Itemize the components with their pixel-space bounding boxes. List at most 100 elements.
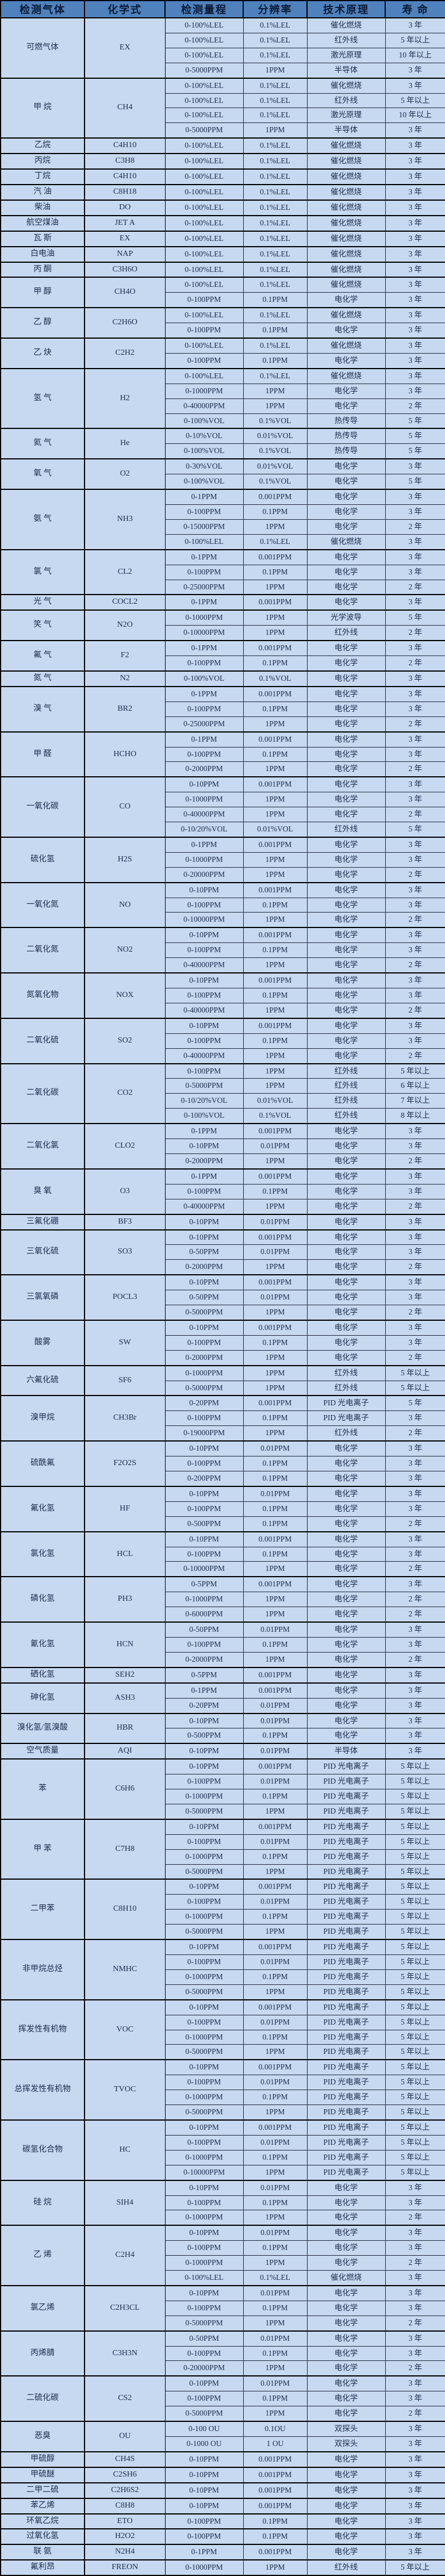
resolution-cell: 1PPM bbox=[243, 579, 308, 595]
range-cell: 0-100PPM bbox=[164, 2240, 244, 2256]
resolution-cell: 0.1PPM bbox=[243, 2345, 308, 2362]
principle-cell: 电化学 bbox=[306, 1456, 386, 1471]
lifespan-cell: 3 年 bbox=[385, 1244, 445, 1260]
principle-cell: 电化学 bbox=[306, 549, 386, 565]
range-cell: 0-5000PPM bbox=[164, 1305, 244, 1321]
range-cell: 0-10PPM bbox=[164, 2284, 244, 2301]
lifespan-cell: 5 年以上 bbox=[385, 2014, 445, 2030]
resolution-cell: 0.001PPM bbox=[243, 1879, 308, 1895]
resolution-cell: 0.001PPM bbox=[243, 1274, 308, 1291]
table-row: 0-20000PPM 1PPM 电化学 2 年 bbox=[1, 867, 445, 883]
lifespan-cell: 5 年以上 bbox=[385, 1818, 445, 1835]
principle-cell: 电化学 bbox=[306, 1213, 386, 1230]
principle-cell: 电化学 bbox=[306, 2179, 386, 2196]
resolution-cell: 0.1PPM bbox=[243, 1636, 308, 1653]
range-cell: 0-10PPM bbox=[164, 1485, 244, 1502]
lifespan-cell: 2 年 bbox=[385, 2210, 445, 2226]
lifespan-cell: 3 年 bbox=[385, 2436, 445, 2452]
table-row: 丙 酮 C3H6O 0-100%LEL 0.1%LEL 催化燃烧 3 年 bbox=[0, 261, 445, 278]
formula-cell: HBR bbox=[84, 1712, 166, 1744]
lifespan-cell: 2 年 bbox=[385, 957, 445, 973]
header-row: 检测气体 化学式 检测量程 分辨率 技术原理寿 命 bbox=[0, 0, 445, 18]
principle-cell: 电化学 bbox=[306, 489, 386, 505]
lifespan-cell: 5 年 bbox=[385, 1395, 445, 1412]
lifespan-cell: 5 年 bbox=[385, 822, 445, 838]
principle-cell: 催化燃烧 bbox=[306, 261, 386, 278]
table-row: 丙烯腈 C3H3N 0-50PPM 0.01PPM 电化学 3 年 bbox=[0, 2330, 445, 2376]
table-row: 0-10000PPM 1PPM PID 光电离子 5 年以上 bbox=[1, 2164, 445, 2181]
table-row: 三氟化硼 BF3 0-10PPM 0.01PPM 电化学 3 年 bbox=[0, 1213, 445, 1230]
principle-cell: PID 光电离子 bbox=[306, 2044, 386, 2060]
principle-cell: 电化学 bbox=[306, 458, 386, 475]
range-cell: 0-2000PPM bbox=[164, 761, 244, 777]
resolution-cell: 0.001PPM bbox=[243, 1666, 308, 1684]
lifespan-cell: 3 年 bbox=[385, 701, 445, 717]
gas-name-cell: 硫酰氟 bbox=[0, 1440, 85, 1487]
principle-cell: 电化学 bbox=[306, 746, 386, 762]
principle-cell: 电化学 bbox=[306, 927, 386, 944]
principle-cell: 电化学 bbox=[306, 685, 386, 702]
principle-cell: 电化学 bbox=[306, 1516, 386, 1532]
resolution-cell: 0.1%LEL bbox=[243, 108, 308, 124]
table-row: 0-100PPM 0.01PPM PID 光电离子 5 年以上 bbox=[1, 1954, 445, 1970]
range-cell: 0-1000PPM bbox=[164, 1364, 244, 1381]
range-cell: 0-1000PPM bbox=[164, 1909, 244, 1925]
table-row: 联 氨 N2H4 0-1PPM 0.001PPM 电化学 3 年 bbox=[0, 2544, 445, 2560]
lifespan-cell: 2 年 bbox=[385, 656, 445, 672]
resolution-cell: 1PPM bbox=[243, 1048, 308, 1064]
table-row: 0-25000PPM 1PPM 电化学 2 年 bbox=[1, 716, 445, 733]
gas-name-cell: 汽 油 bbox=[0, 183, 85, 201]
lifespan-cell: 3 年 bbox=[385, 230, 445, 247]
lifespan-cell: 5 年 bbox=[385, 443, 445, 459]
resolution-cell: 0.001PPM bbox=[243, 1682, 308, 1699]
range-cell: 0-40000PPM bbox=[164, 957, 244, 973]
gas-name-cell: 总挥发性有机物 bbox=[0, 2059, 85, 2121]
formula-cell: C2H2 bbox=[84, 338, 166, 369]
column-header-2: 检测量程 bbox=[164, 0, 244, 18]
table-row: 0-10/20%VOL 0.01%VOL 红外线 7 年以上 bbox=[1, 1093, 445, 1109]
table-row: 0-5000PPM 1PPM 电化学 2 年 bbox=[1, 2315, 445, 2332]
principle-cell: 催化燃烧 bbox=[306, 183, 386, 201]
gas-name-cell: 笑 气 bbox=[0, 610, 85, 641]
principle-cell: 电化学 bbox=[306, 2513, 386, 2529]
table-row: 溴化氢/氢溴酸 HBR 0-10PPM 0.01PPM 电化学 3 年 bbox=[0, 1712, 445, 1744]
lifespan-cell: 3 年 bbox=[385, 183, 445, 201]
principle-cell: 电化学 bbox=[306, 1576, 386, 1593]
resolution-cell: 0.001PPM bbox=[243, 2451, 308, 2468]
gas-name-cell: 二甲苯 bbox=[0, 1879, 85, 1940]
resolution-cell: 0.1PPM bbox=[243, 2090, 308, 2106]
table-row: 过氧化氢 H2O2 0-100PPM 0.1PPM 电化学 3 年 bbox=[0, 2528, 445, 2545]
table-row: 二氧化氯 CLO2 0-1PPM 0.001PPM 电化学 3 年 bbox=[0, 1123, 445, 1170]
resolution-cell: 1PPM bbox=[243, 2559, 308, 2576]
table-row: 氧 气 O2 0-30%VOL 0.01%VOL 电化学 3 年 bbox=[0, 458, 445, 490]
resolution-cell: 0.1PPM bbox=[243, 942, 308, 959]
principle-cell: 催化燃烧 bbox=[306, 367, 386, 384]
formula-cell: ETO bbox=[84, 2513, 166, 2529]
principle-cell: 催化燃烧 bbox=[306, 277, 386, 293]
table-row: 甲 烷 CH4 0-100%LEL 0.1%LEL 催化燃烧 3 年 bbox=[0, 77, 445, 139]
table-row: 氨 气 NH3 0-1PPM 0.001PPM 电化学 3 年 bbox=[0, 489, 445, 550]
lifespan-cell: 5 年以上 bbox=[385, 2134, 445, 2150]
lifespan-cell: 5 年以上 bbox=[385, 2044, 445, 2060]
resolution-cell: 0.001PPM bbox=[243, 549, 308, 565]
formula-cell: HC bbox=[84, 2119, 166, 2181]
principle-cell: 电化学 bbox=[306, 640, 386, 657]
formula-cell: ASH3 bbox=[84, 1682, 166, 1713]
lifespan-cell: 5 年以上 bbox=[385, 2164, 445, 2181]
gas-name-cell: 溴甲烷 bbox=[0, 1395, 85, 1442]
formula-cell: CL2 bbox=[84, 549, 166, 595]
table-row: 0-100PPM 0.1PPM 电化学 3 年 bbox=[1, 2240, 445, 2256]
range-cell: 0-100PPM bbox=[164, 1063, 244, 1079]
formula-cell: CH4S bbox=[84, 2451, 166, 2468]
range-cell: 0-10PPM bbox=[164, 1712, 244, 1729]
lifespan-cell: 5 年 bbox=[385, 474, 445, 490]
principle-cell: 红外线 bbox=[306, 822, 386, 838]
table-row: 二氧化氮 NO2 0-10PPM 0.001PPM 电化学 3 年 bbox=[0, 927, 445, 973]
range-cell: 0-100%LEL bbox=[164, 137, 244, 154]
lifespan-cell: 3 年 bbox=[385, 1123, 445, 1140]
resolution-cell: 0.1PPM bbox=[243, 352, 308, 369]
resolution-cell: 1PPM bbox=[243, 2315, 308, 2332]
lifespan-cell: 3 年 bbox=[385, 564, 445, 580]
lifespan-cell: 2 年 bbox=[385, 1425, 445, 1442]
